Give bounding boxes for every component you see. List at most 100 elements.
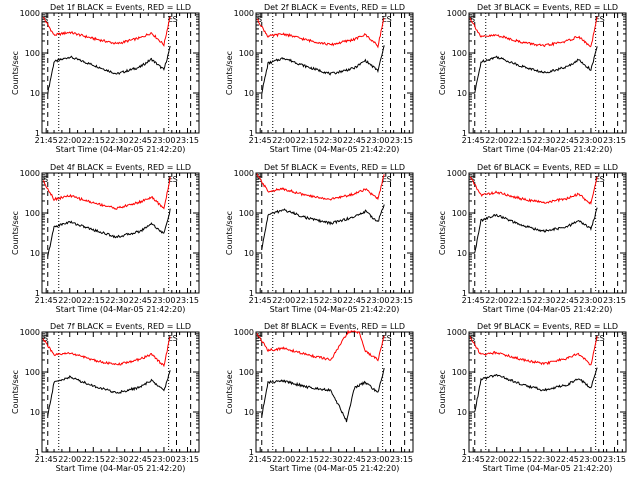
- events-series-line: [47, 208, 171, 257]
- lld-series-line: [256, 173, 385, 201]
- x-tick-label: 22:15: [296, 455, 319, 464]
- y-tick-label: 10: [457, 89, 467, 98]
- x-tick-label: 22:00: [58, 296, 81, 305]
- y-tick-label: 100: [25, 209, 40, 218]
- panel-title: Det 4f BLACK = Events, RED = LLD: [50, 163, 191, 172]
- x-tick-label: 23:00: [579, 455, 602, 464]
- x-tick-label: 23:00: [579, 296, 602, 305]
- plot-frame: [255, 12, 414, 134]
- y-tick-label: 100: [239, 368, 254, 377]
- y-tick-label: 1: [35, 129, 40, 138]
- lld-series-line: [469, 16, 598, 48]
- y-axis-label: Counts/sec: [438, 211, 447, 255]
- detector-panel-2: Det 2f BLACK = Events, RED = LLD 1 10 100 10…: [225, 3, 414, 154]
- y-axis-label: Counts/sec: [438, 51, 447, 95]
- x-tick-label: 22:30: [105, 136, 128, 145]
- panel-title: Det 8f BLACK = Events, RED = LLD: [264, 322, 405, 331]
- x-tick-label: 23:15: [603, 296, 626, 305]
- marker-label: S: [470, 334, 475, 343]
- panel-title: Det 5f BLACK = Events, RED = LLD: [264, 163, 405, 172]
- x-tick-label: 22:45: [343, 136, 366, 145]
- plot-frame: [468, 172, 627, 294]
- x-tick-label: 23:15: [390, 296, 413, 305]
- x-tick-label: 22:45: [343, 296, 366, 305]
- y-tick-label: 1: [249, 129, 254, 138]
- y-tick-label: 1: [462, 129, 467, 138]
- y-tick-label: 100: [25, 368, 40, 377]
- x-tick-label: 22:30: [319, 136, 342, 145]
- x-tick-label: 23:15: [603, 455, 626, 464]
- x-tick-label: 23:00: [579, 136, 602, 145]
- marker-label: S: [173, 175, 178, 184]
- marker-label: E: [595, 175, 600, 184]
- x-tick-label: 23:15: [176, 455, 199, 464]
- x-tick-label: 22:15: [296, 296, 319, 305]
- y-tick-label: 1: [462, 448, 467, 457]
- y-tick-label: 1000: [447, 328, 467, 337]
- y-tick-label: 1000: [20, 9, 40, 18]
- y-tick-label: 100: [452, 368, 467, 377]
- x-tick-label: 23:00: [152, 455, 175, 464]
- x-tick-label: 22:00: [58, 455, 81, 464]
- y-tick-label: 10: [244, 249, 254, 258]
- y-axis-label: Counts/sec: [11, 51, 20, 95]
- y-tick-label: 10: [30, 89, 40, 98]
- y-tick-label: 1000: [234, 169, 254, 178]
- plot-frame: [255, 172, 414, 294]
- x-tick-label: 21:45: [249, 296, 272, 305]
- panel-title: Det 6f BLACK = Events, RED = LLD: [477, 163, 618, 172]
- events-series-line: [261, 367, 385, 423]
- y-tick-label: 10: [457, 249, 467, 258]
- y-tick-label: 100: [452, 49, 467, 58]
- x-tick-label: 22:15: [509, 136, 532, 145]
- y-axis-label: Counts/sec: [225, 51, 234, 95]
- y-tick-label: 1: [35, 289, 40, 298]
- plot-frame: [41, 172, 200, 294]
- x-tick-label: 22:45: [129, 136, 152, 145]
- x-tick-label: 22:00: [485, 455, 508, 464]
- marker-label: E: [382, 334, 387, 343]
- y-tick-label: 1000: [447, 9, 467, 18]
- x-tick-label: 23:15: [390, 136, 413, 145]
- x-axis-label: Start Time (04-Mar-05 21:42:20): [56, 305, 186, 314]
- x-tick-label: 21:45: [35, 136, 58, 145]
- marker-label: E: [168, 15, 173, 24]
- y-axis-label: Counts/sec: [438, 370, 447, 414]
- lld-series-line: [469, 336, 598, 366]
- y-tick-label: 1: [462, 289, 467, 298]
- marker-label: S: [257, 175, 262, 184]
- events-series-line: [47, 45, 171, 95]
- x-axis-label: Start Time (04-Mar-05 21:42:20): [483, 464, 613, 473]
- panel-title: Det 9f BLACK = Events, RED = LLD: [477, 322, 618, 331]
- x-tick-label: 22:15: [509, 296, 532, 305]
- x-tick-label: 22:00: [485, 296, 508, 305]
- x-tick-label: 22:15: [82, 136, 105, 145]
- x-tick-label: 21:45: [35, 455, 58, 464]
- marker-label: S: [43, 15, 48, 24]
- detector-panel-7: Det 7f BLACK = Events, RED = LLD 1 10 100 10…: [11, 322, 200, 473]
- x-tick-label: 22:30: [105, 296, 128, 305]
- plot-frame: [468, 331, 627, 453]
- detector-panel-9: Det 9f BLACK = Events, RED = LLD 1 10 100 10…: [438, 322, 627, 473]
- marker-label: S: [387, 334, 392, 343]
- y-tick-label: 1000: [447, 169, 467, 178]
- x-tick-label: 22:30: [532, 136, 555, 145]
- events-series-line: [474, 207, 598, 253]
- events-series-line: [261, 204, 385, 250]
- x-tick-label: 22:30: [532, 296, 555, 305]
- marker-label: E: [595, 334, 600, 343]
- x-tick-label: 23:00: [366, 136, 389, 145]
- detector-panel-5: Det 5f BLACK = Events, RED = LLD 1 10 100 10…: [225, 163, 414, 314]
- lld-series-line: [43, 176, 171, 210]
- x-tick-label: 22:30: [532, 455, 555, 464]
- y-tick-label: 100: [25, 49, 40, 58]
- x-axis-label: Start Time (04-Mar-05 21:42:20): [56, 464, 186, 473]
- x-tick-label: 22:00: [272, 455, 295, 464]
- x-tick-label: 22:30: [105, 455, 128, 464]
- detector-panel-6: Det 6f BLACK = Events, RED = LLD 1 10 100 10…: [438, 163, 627, 314]
- marker-label: S: [387, 15, 392, 24]
- x-tick-label: 23:00: [366, 455, 389, 464]
- x-tick-label: 22:30: [319, 296, 342, 305]
- y-tick-label: 100: [239, 209, 254, 218]
